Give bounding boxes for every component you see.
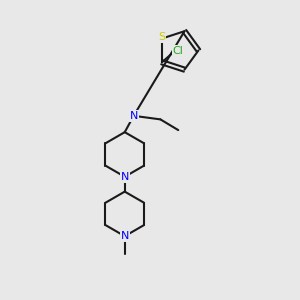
Text: N: N	[130, 111, 138, 121]
Text: N: N	[121, 172, 129, 182]
Text: S: S	[158, 32, 165, 42]
Text: Cl: Cl	[173, 46, 184, 56]
Text: N: N	[121, 231, 129, 241]
